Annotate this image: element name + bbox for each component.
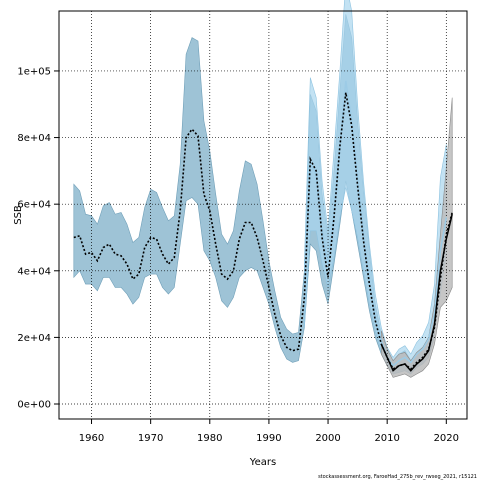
y-axis-title: SSB [13,205,24,225]
x-tick-label: 1980 [197,433,222,444]
x-axis: 1960 1970 1980 1990 2000 2010 2020 [79,419,459,444]
y-axis: 0e+00 2e+04 4e+04 6e+04 8e+04 1e+05 [17,66,59,411]
y-tick-label: 0e+00 [17,400,51,411]
x-axis-title: Years [249,457,276,468]
bands-layer [73,0,453,378]
x-tick-label: 2010 [374,433,399,444]
x-tick-label: 1990 [256,433,281,444]
y-tick-label: 2e+04 [17,333,51,344]
recent-assessment-band [380,97,453,378]
x-tick-label: 1970 [138,433,163,444]
grid-layer [59,11,467,419]
ssb-confidence-band [73,14,435,375]
y-tick-label: 6e+04 [17,200,51,211]
ssb-estimate-line [73,92,453,371]
lines-layer [73,80,453,372]
plot-frame [58,10,468,420]
y-tick-label: 4e+04 [17,266,51,277]
y-tick-label: 1e+05 [17,66,51,77]
y-tick-label: 8e+04 [17,133,51,144]
x-tick-label: 2000 [315,433,340,444]
x-tick-label: 2020 [434,433,459,444]
recent-assessment-line [380,214,453,372]
x-tick-label: 1960 [79,433,104,444]
credit-text: stockassessment.org, FaroeHad_275b_rev_r… [318,474,477,480]
